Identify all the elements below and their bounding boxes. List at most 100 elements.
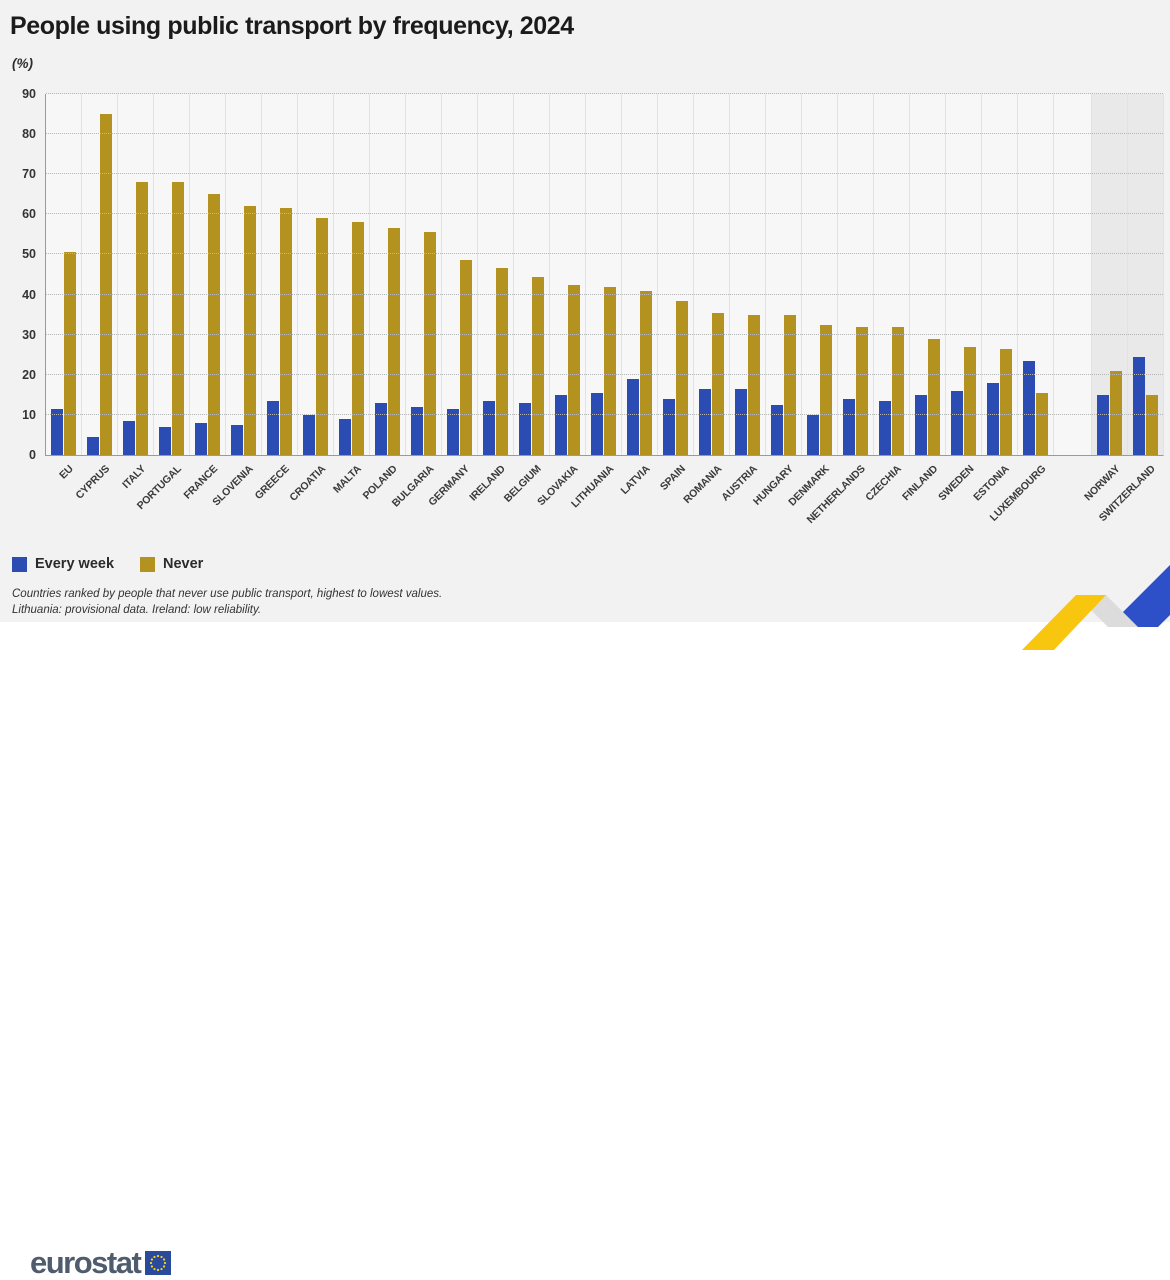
plot-area: EU CYPRUS ITALY PORTUGAL FRANCE SLOVENIA GREEC… [22,87,1164,526]
bar-never [424,232,436,455]
bar-never [1000,348,1012,455]
bar-every-week [843,398,855,455]
legend-label: Never [163,556,204,572]
bar-every-week [303,414,315,455]
x-axis-label: EU [57,463,76,482]
bar-group-italy: ITALY [117,94,153,491]
bar-group-slovakia: SLOVAKIA [535,94,585,508]
chart-title: People using public transport by frequen… [10,12,574,40]
bar-never [280,208,292,455]
bar-never [568,284,580,455]
x-axis-label: ITALY [119,463,148,491]
bar-every-week [627,378,639,455]
bar-every-week [1023,360,1035,455]
bar-group-latvia: LATVIA [618,94,657,497]
bar-never [676,300,688,455]
bar-every-week [231,424,243,455]
unit-label: (%) [12,56,33,71]
bar-never [712,312,724,455]
bar-never [244,206,256,455]
bar-group-poland: POLAND [361,94,405,502]
bar-group-hungary: HUNGARY [751,94,801,508]
bar-never [352,222,364,455]
bar-groups: EU CYPRUS ITALY PORTUGAL FRANCE SLOVENIA GREEC… [46,94,1163,526]
bar-never [784,314,796,455]
bar-group-germany: GERMANY [427,94,477,508]
y-tick-label: 20 [22,367,36,382]
bar-every-week [591,392,603,455]
bar-group-finland: FINLAND [900,94,945,503]
legend: Every week Never [12,556,203,572]
bar-group-norway: NORWAY [1082,94,1127,503]
bar-group-switzerland: SWITZERLAND [1097,94,1163,524]
bar-group-netherlands: NETHERLANDS [805,94,873,526]
bar-group-denmark: DENMARK [787,94,837,508]
x-axis-label: ROMANIA [681,463,724,506]
chart-card: People using public transport by frequen… [0,0,1170,622]
bar-never [64,252,76,455]
bar-group-slovenia: SLOVENIA [211,94,261,508]
bar-never [1036,392,1048,455]
y-tick-label: 60 [22,207,36,222]
bar-group-belgium: BELGIUM [502,94,549,505]
bar-group-estonia: ESTONIA [972,94,1017,503]
bar-group-luxembourg: LUXEMBOURG [987,94,1053,524]
bar-every-week [1097,394,1109,455]
bar-every-week [951,390,963,455]
x-axis-label: LATVIA [618,463,652,497]
bar-group-france: FRANCE [181,94,225,502]
bar-never [136,182,148,455]
legend-label: Every week [35,556,115,572]
bar-never [316,218,328,455]
bar-never [532,276,544,455]
bar-group-czechia: CZECHIA [863,94,909,503]
x-axis-label: IRELAND [467,463,508,504]
bar-every-week [699,388,711,455]
bar-never [172,182,184,455]
bar-every-week [555,394,567,455]
bar-never [928,338,940,455]
bar-never [856,326,868,455]
bar-every-week [267,400,279,455]
bar-never [640,290,652,455]
every-week-swatch-icon [12,556,27,572]
gap-cell [1053,94,1091,455]
bar-every-week [807,414,819,455]
y-tick-label: 10 [22,407,36,422]
y-tick-label: 50 [22,247,36,262]
y-tick-label: 80 [22,127,36,142]
bar-never [820,324,832,455]
bar-every-week [87,436,99,455]
bar-never [460,260,472,455]
bar-every-week [879,400,891,455]
x-axis-label: CROATIA [287,463,328,504]
bar-every-week [411,406,423,455]
x-axis-label: FINLAND [899,463,940,504]
never-swatch-icon [140,556,156,572]
bar-group-austria: AUSTRIA [719,94,765,503]
bar-never [388,228,400,455]
y-tick-label: 90 [22,87,36,101]
x-axis-label: MALTA [331,463,364,496]
legend-item-every-week: Every week [12,556,114,572]
bar-group-croatia: CROATIA [287,94,333,504]
footnotes: Countries ranked by people that never us… [12,587,442,618]
bar-every-week [771,404,783,455]
eurostat-logo: eurostat [30,1245,172,1280]
bar-never [1146,394,1158,455]
bar-every-week [339,418,351,455]
bar-group-sweden: SWEDEN [936,94,981,503]
bar-never [892,326,904,455]
bar-every-week [663,398,675,455]
bar-group-romania: ROMANIA [681,94,729,506]
x-axis-label: SWEDEN [935,463,976,504]
bar-every-week [915,394,927,455]
bar-every-week [519,402,531,455]
bar-group-cyprus: CYPRUS [73,94,117,502]
eurostat-logo-text: eurostat [30,1245,142,1280]
y-tick-label: 0 [29,448,36,462]
bar-group-bulgaria: BULGARIA [389,94,441,510]
bar-every-week [123,420,135,455]
bar-every-week [195,422,207,455]
